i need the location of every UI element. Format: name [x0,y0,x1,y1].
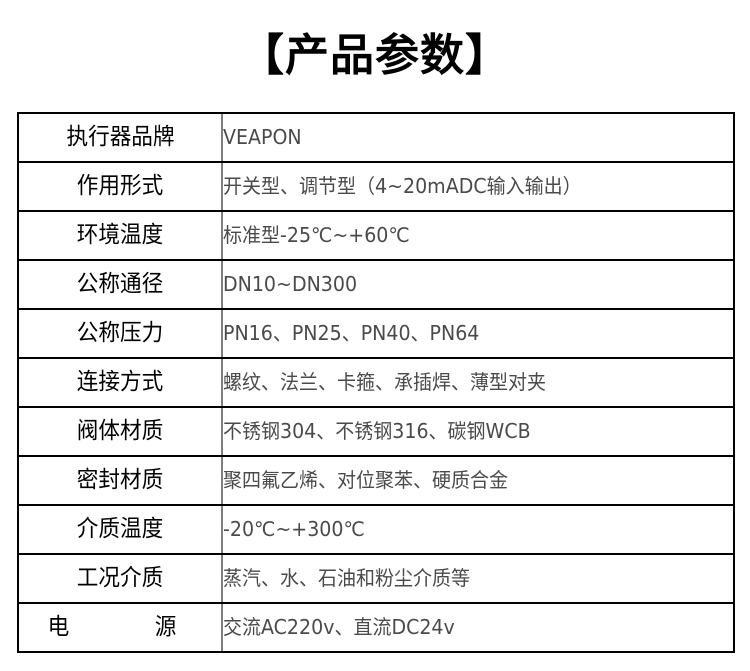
spec-label-text: 密封材质 [76,466,164,493]
spec-label-text: 阀体材质 [76,417,164,444]
spec-label-cell: 工况介质 [17,554,222,604]
specification-table: 执行器品牌 VEAPON 作用形式 开关型、调节型（4~20mADC输入输出） 环境温度… [17,112,735,653]
spec-value-text: 不锈钢304、不锈钢316、碳钢WCB [223,419,531,443]
spec-label-text: 电 源 [47,613,209,640]
spec-value-cell: PN16、PN25、PN40、PN64 [221,309,735,359]
table-row: 介质温度 -20℃~+300℃ [17,505,735,555]
spec-value-cell: 开关型、调节型（4~20mADC输入输出） [221,162,735,212]
spec-label-text: 执行器品牌 [65,123,175,150]
spec-value-text: 开关型、调节型（4~20mADC输入输出） [223,174,582,198]
spec-value-text: 标准型-25℃~+60℃ [223,223,410,247]
spec-value-text: -20℃~+300℃ [223,517,365,541]
table-row: 电 源交流AC220v、直流DC24v [17,603,735,653]
spec-label-text: 作用形式 [76,172,164,199]
spec-value-cell: 不锈钢304、不锈钢316、碳钢WCB [221,407,735,457]
table-row: 连接方式 螺纹、法兰、卡箍、承插焊、薄型对夹 [17,358,735,408]
spec-label-cell: 介质温度 [17,505,222,555]
table-row: 工况介质 蒸汽、水、石油和粉尘介质等 [17,554,735,604]
table-row: 阀体材质 不锈钢304、不锈钢316、碳钢WCB [17,407,735,457]
spec-value-cell: VEAPON [221,112,735,163]
spec-label-cell: 密封材质 [17,456,222,506]
spec-label-text: 公称压力 [76,319,164,346]
spec-value-cell: 蒸汽、水、石油和粉尘介质等 [221,554,735,604]
spec-label-cell: 连接方式 [17,358,222,408]
page-title-container: 【产品参数】 [0,0,750,112]
spec-label-text: 工况介质 [76,564,164,591]
table-row: 密封材质 聚四氟乙烯、对位聚苯、硬质合金 [17,456,735,506]
table-row: 环境温度 标准型-25℃~+60℃ [17,211,735,261]
spec-value-cell: 螺纹、法兰、卡箍、承插焊、薄型对夹 [221,358,735,408]
table-row: 执行器品牌 VEAPON [17,112,735,163]
specification-table-body: 执行器品牌 VEAPON 作用形式 开关型、调节型（4~20mADC输入输出） 环境温度… [17,112,735,653]
spec-value-cell: 聚四氟乙烯、对位聚苯、硬质合金 [221,456,735,506]
spec-value-text: 交流AC220v、直流DC24v [223,615,455,639]
spec-label-text: 介质温度 [76,515,164,542]
table-row: 公称通径 DN10~DN300 [17,260,735,310]
spec-value-text: VEAPON [223,125,302,149]
page-title: 【产品参数】 [240,30,510,81]
spec-label-cell: 环境温度 [17,211,222,261]
table-row: 公称压力 PN16、PN25、PN40、PN64 [17,309,735,359]
table-row: 作用形式 开关型、调节型（4~20mADC输入输出） [17,162,735,212]
spec-value-text: 螺纹、法兰、卡箍、承插焊、薄型对夹 [223,370,546,394]
spec-value-cell: 交流AC220v、直流DC24v [221,603,735,653]
spec-label-text: 环境温度 [76,221,164,248]
spec-value-cell: 标准型-25℃~+60℃ [221,211,735,261]
spec-value-text: PN16、PN25、PN40、PN64 [223,321,480,345]
spec-label-text: 公称通径 [76,270,164,297]
spec-value-text: DN10~DN300 [223,272,358,296]
spec-value-cell: -20℃~+300℃ [221,505,735,555]
spec-value-text: 蒸汽、水、石油和粉尘介质等 [223,566,470,590]
spec-label-cell: 电 源 [17,603,222,653]
spec-label-cell: 公称压力 [17,309,222,359]
spec-value-cell: DN10~DN300 [221,260,735,310]
spec-value-text: 聚四氟乙烯、对位聚苯、硬质合金 [223,468,508,492]
spec-label-cell: 阀体材质 [17,407,222,457]
spec-label-cell: 作用形式 [17,162,222,212]
spec-label-text: 连接方式 [76,368,164,395]
spec-label-cell: 公称通径 [17,260,222,310]
spec-label-cell: 执行器品牌 [17,112,222,163]
